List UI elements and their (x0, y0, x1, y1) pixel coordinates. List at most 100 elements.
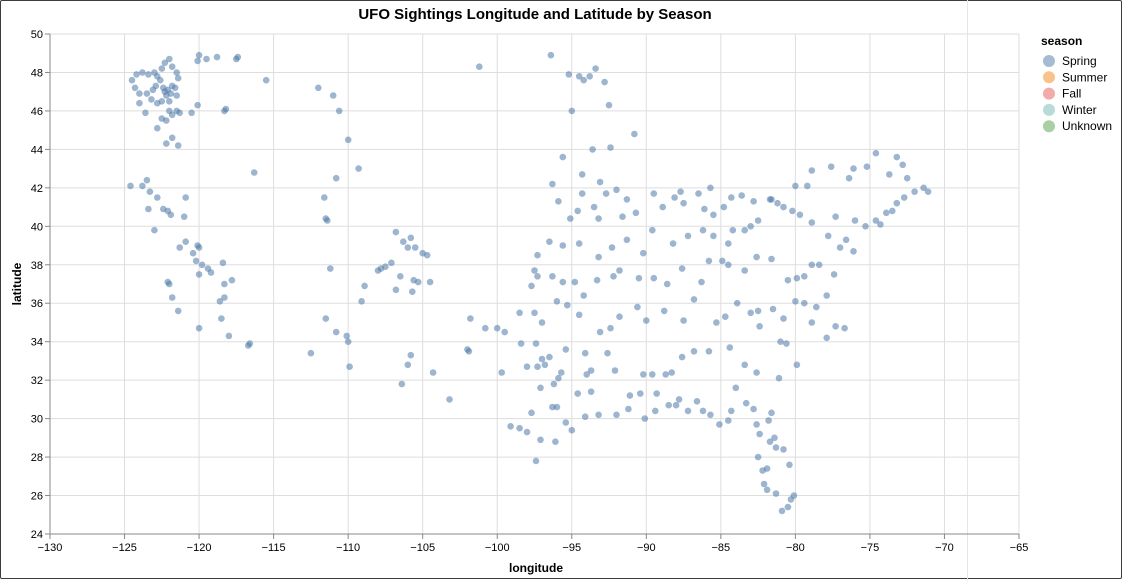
data-point (166, 280, 173, 288)
data-point (602, 190, 610, 197)
data-point (221, 294, 228, 301)
data-point (663, 280, 671, 288)
data-point (587, 367, 595, 374)
x-tick-label: −120 (187, 542, 212, 554)
data-point (611, 367, 619, 374)
data-point (883, 209, 890, 217)
data-point (167, 211, 175, 219)
data-point (148, 96, 155, 103)
data-point (738, 192, 745, 199)
data-point (872, 217, 880, 224)
data-point (558, 369, 565, 376)
data-point (429, 369, 437, 376)
data-point (559, 242, 567, 249)
data-point (219, 259, 227, 267)
data-point (775, 374, 783, 382)
data-point (580, 292, 587, 299)
data-point (568, 107, 576, 115)
legend-label: Fall (1062, 87, 1081, 101)
data-point (549, 403, 556, 411)
data-point (637, 390, 644, 397)
data-point (168, 134, 176, 142)
x-tick-label: −125 (112, 542, 137, 554)
data-point (575, 311, 583, 319)
data-point (203, 55, 210, 63)
data-point (168, 111, 176, 119)
data-point (613, 411, 620, 419)
legend-swatch (1043, 103, 1055, 116)
data-point (722, 313, 729, 321)
data-point (680, 317, 687, 324)
data-point (128, 76, 136, 84)
data-point (143, 176, 151, 184)
data-point (586, 73, 593, 80)
data-point (707, 411, 714, 419)
data-point (832, 213, 839, 220)
data-point (720, 203, 728, 211)
data-point (760, 480, 768, 488)
data-point (699, 407, 707, 415)
x-tick-label: −115 (262, 542, 286, 554)
data-point (131, 84, 139, 92)
data-point (608, 244, 616, 251)
data-point (841, 324, 848, 332)
data-point (574, 207, 581, 215)
data-point (332, 174, 340, 182)
data-point (784, 276, 792, 284)
data-point (195, 51, 203, 59)
x-tick-label: −80 (786, 542, 805, 554)
legend-swatch (1043, 55, 1055, 67)
data-point (532, 457, 540, 465)
data-point (400, 238, 407, 245)
data-point (783, 340, 790, 347)
data-point (772, 444, 780, 451)
x-tick-label: −90 (637, 542, 656, 554)
data-point (610, 273, 617, 280)
data-point (568, 426, 576, 434)
x-tick-label: −105 (410, 542, 435, 554)
data-point (900, 194, 908, 201)
data-point (699, 226, 707, 234)
data-point (158, 65, 166, 72)
data-point (886, 171, 893, 178)
data-point (753, 253, 760, 261)
data-point (534, 251, 541, 259)
data-point (877, 221, 884, 228)
y-tick-label: 34 (31, 337, 43, 349)
data-point (213, 53, 221, 61)
data-point (327, 265, 334, 272)
points-layer (127, 51, 932, 515)
legend-swatch (1043, 71, 1055, 84)
data-point (596, 178, 604, 186)
data-point (862, 223, 869, 230)
data-point (893, 199, 901, 207)
data-point (808, 261, 816, 269)
data-point (151, 226, 158, 234)
data-point (741, 361, 748, 369)
data-point (173, 69, 180, 76)
data-point (583, 371, 590, 378)
legend-label: Unknown (1062, 119, 1112, 133)
data-point (516, 309, 523, 317)
data-point (136, 90, 143, 97)
data-point (729, 226, 737, 234)
data-point (194, 57, 201, 65)
data-point (192, 257, 200, 265)
data-point (142, 109, 149, 117)
data-point (575, 240, 583, 247)
data-point (189, 249, 197, 257)
data-point (534, 273, 541, 280)
y-tick-label: 30 (31, 414, 43, 426)
data-point (690, 296, 698, 303)
data-point (541, 361, 549, 369)
data-point (713, 319, 720, 326)
data-point (728, 194, 735, 201)
data-point (613, 186, 620, 194)
data-point (733, 299, 741, 307)
data-point (684, 407, 692, 415)
y-tick-label: 26 (31, 491, 43, 503)
data-point (581, 349, 589, 357)
data-point (324, 217, 331, 224)
data-point (753, 421, 760, 428)
